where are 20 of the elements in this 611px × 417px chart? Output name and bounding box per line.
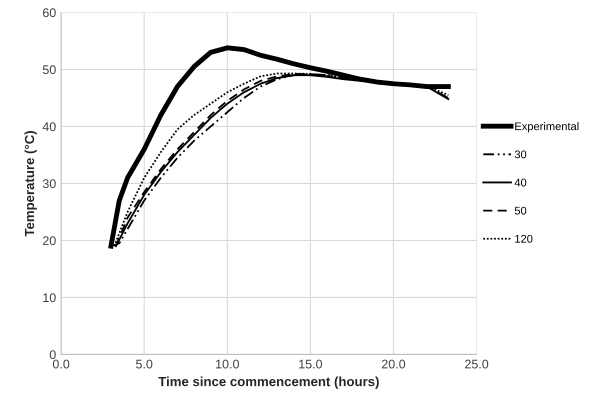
y-tick-label: 50	[42, 65, 56, 74]
y-tick-label: 20	[42, 236, 56, 246]
y-axis-title: Temperature (°C)	[24, 131, 37, 236]
legend-label: 50	[514, 206, 526, 215]
y-tick-label: 60	[42, 8, 56, 18]
y-tick-label: 40	[42, 122, 56, 132]
y-tick-label: 30	[42, 179, 56, 188]
x-tick-label: 20.0	[382, 360, 406, 368]
x-tick-label: 15.0	[299, 360, 322, 368]
legend-label: 30	[514, 150, 526, 158]
x-tick-label: 5.0	[136, 360, 152, 368]
legend-label: 40	[514, 178, 526, 186]
legend-label: 120	[515, 234, 532, 243]
y-tick-label: 10	[43, 293, 56, 302]
x-tick-label: 10.0	[216, 360, 239, 368]
x-tick-label: 25.0	[465, 360, 488, 368]
x-axis-title: Time since commencement (hours)	[158, 376, 379, 389]
x-tick-label: 0.0	[52, 360, 70, 368]
y-tick-label: 0	[50, 350, 56, 360]
legend-label: Experimental	[515, 122, 578, 132]
